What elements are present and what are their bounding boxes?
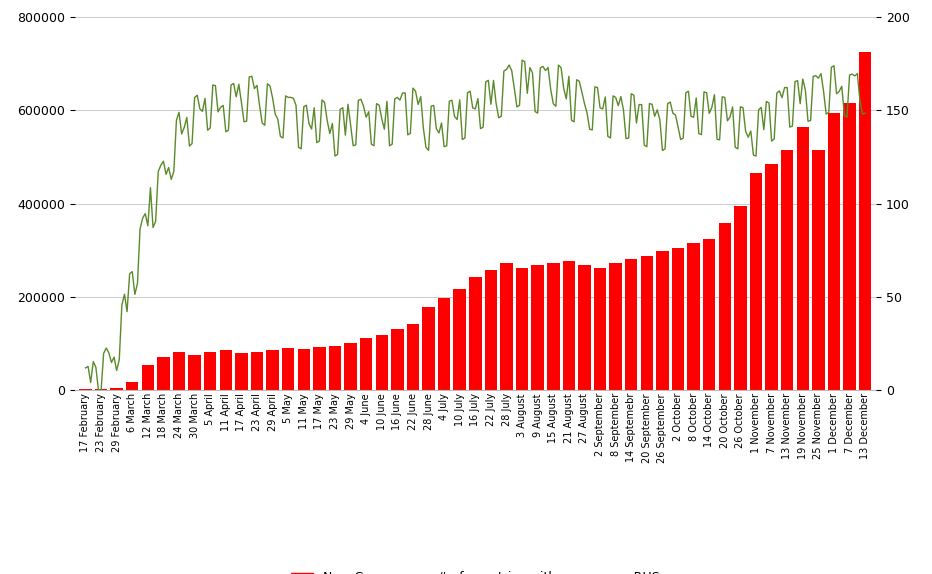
Bar xyxy=(734,206,747,390)
Bar xyxy=(688,243,700,390)
Bar xyxy=(843,103,856,390)
Bar xyxy=(547,263,559,390)
Bar xyxy=(267,350,279,390)
Legend: New Cases, # of countries with new cases, RHS: New Cases, # of countries with new cases… xyxy=(286,567,665,574)
Bar xyxy=(204,352,216,390)
Bar xyxy=(376,335,388,390)
Bar xyxy=(563,261,575,390)
Bar xyxy=(251,352,263,390)
Bar xyxy=(360,338,373,390)
Bar xyxy=(765,164,778,390)
Bar xyxy=(110,387,123,390)
Bar xyxy=(781,150,793,390)
Bar xyxy=(859,52,871,390)
Bar xyxy=(79,389,91,390)
Bar xyxy=(656,251,668,390)
Bar xyxy=(625,259,637,390)
Bar xyxy=(485,270,497,390)
Bar xyxy=(531,265,544,390)
Bar xyxy=(344,343,357,390)
Bar xyxy=(640,256,653,390)
Bar xyxy=(297,349,310,390)
Bar xyxy=(188,355,201,390)
Bar xyxy=(235,353,248,390)
Bar xyxy=(95,389,107,390)
Bar xyxy=(438,298,450,390)
Bar xyxy=(158,356,170,390)
Bar xyxy=(719,223,731,390)
Bar xyxy=(516,268,528,390)
Bar xyxy=(126,382,139,390)
Bar xyxy=(282,348,295,390)
Bar xyxy=(422,307,434,390)
Bar xyxy=(172,352,185,390)
Bar xyxy=(797,127,809,390)
Bar xyxy=(578,265,591,390)
Bar xyxy=(220,350,232,390)
Bar xyxy=(703,239,716,390)
Bar xyxy=(749,173,762,390)
Bar xyxy=(142,364,154,390)
Bar xyxy=(500,263,513,390)
Bar xyxy=(610,263,622,390)
Bar xyxy=(329,346,341,390)
Bar xyxy=(454,289,466,390)
Bar xyxy=(812,150,825,390)
Bar xyxy=(406,324,419,390)
Bar xyxy=(391,329,404,390)
Bar xyxy=(828,113,841,390)
Bar xyxy=(594,268,607,390)
Bar xyxy=(672,248,684,390)
Bar xyxy=(313,347,325,390)
Bar xyxy=(469,277,482,390)
